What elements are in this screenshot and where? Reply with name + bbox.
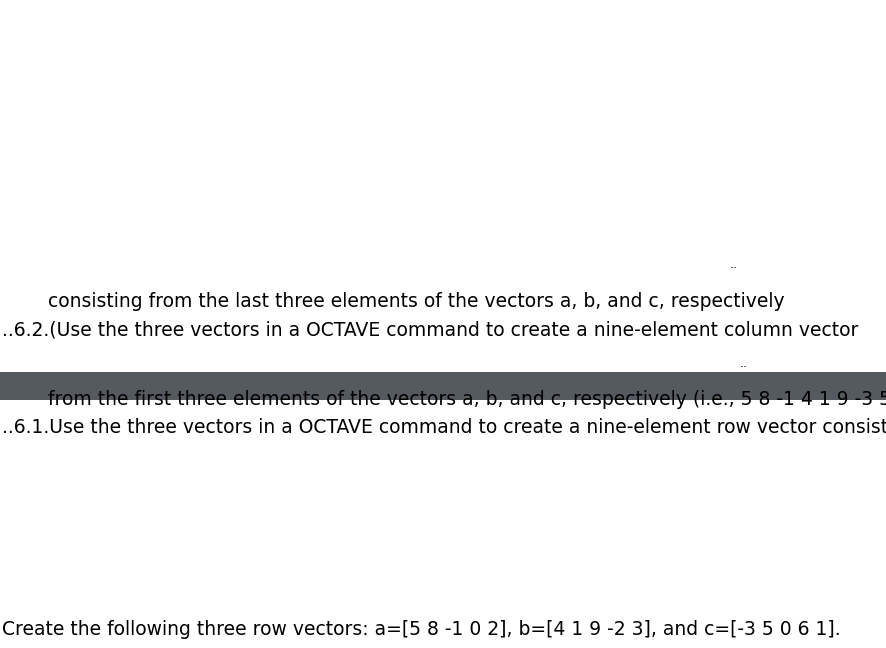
Bar bbox=[0, 372, 886, 400]
Text: Create the following three row vectors: a=[5 8 -1 0 2], b=[4 1 9 -2 3], and c=[-: Create the following three row vectors: … bbox=[2, 620, 840, 639]
Text: ..: .. bbox=[739, 357, 747, 370]
Text: ..: .. bbox=[729, 258, 737, 271]
Text: from the first three elements of the vectors a, b, and c, respectively (i.e., 5 : from the first three elements of the vec… bbox=[48, 390, 886, 409]
Text: ..6.2.(Use the three vectors in a OCTAVE command to create a nine-element column: ..6.2.(Use the three vectors in a OCTAVE… bbox=[2, 320, 858, 339]
Text: consisting from the last three elements of the vectors a, b, and c, respectively: consisting from the last three elements … bbox=[48, 292, 784, 311]
Text: ..6.1.Use the three vectors in a OCTAVE command to create a nine-element row vec: ..6.1.Use the three vectors in a OCTAVE … bbox=[2, 418, 886, 437]
